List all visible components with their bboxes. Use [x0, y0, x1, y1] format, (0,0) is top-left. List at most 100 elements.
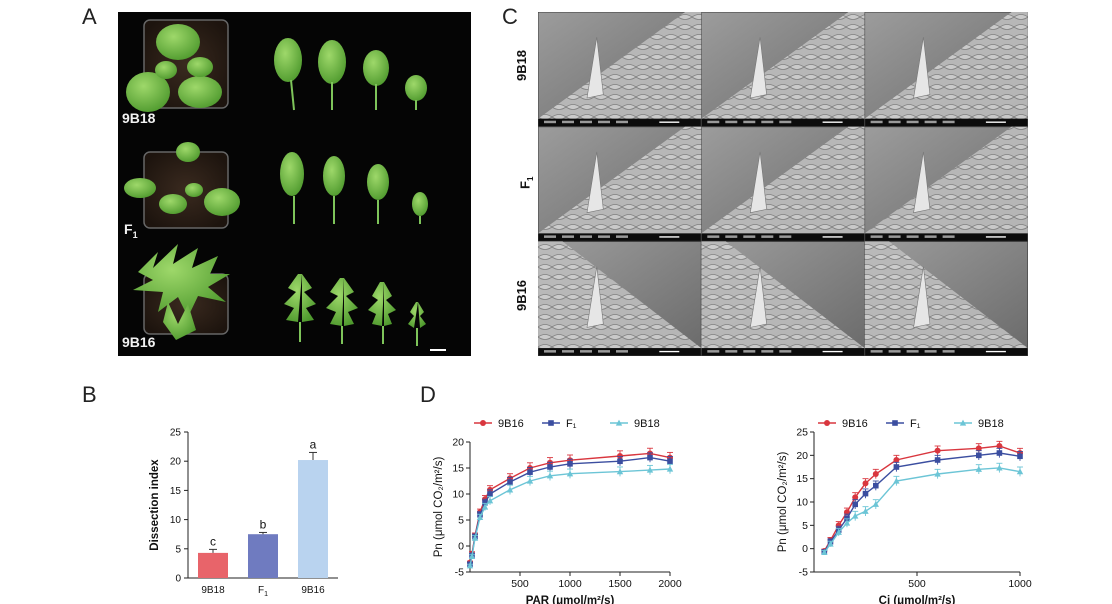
- y-tick-label: -5: [455, 567, 464, 579]
- data-point: [647, 454, 653, 461]
- data-point: [1016, 468, 1024, 475]
- data-point: [466, 562, 474, 569]
- data-point: [893, 457, 900, 463]
- sem-row-label-9b16: 9B16: [514, 279, 530, 312]
- pot-f1: [124, 142, 240, 229]
- data-point: [527, 469, 533, 475]
- y-tick-label: 10: [796, 497, 808, 509]
- data-point: [487, 491, 493, 497]
- pot-9b16: [133, 244, 230, 340]
- sem-row-label-f1: F1: [517, 176, 535, 189]
- y-tick-label: 10: [170, 515, 182, 526]
- data-point: [975, 445, 982, 452]
- y-axis-label: Pn (μmol CO₂/m²/s): [777, 452, 789, 553]
- y-tick-label: 25: [170, 428, 182, 439]
- data-point: [852, 501, 858, 508]
- significance-letter: b: [260, 517, 267, 531]
- panel-letter-b: B: [82, 382, 97, 407]
- data-point: [862, 507, 869, 514]
- data-point: [617, 453, 623, 460]
- y-tick-label: 15: [796, 473, 808, 485]
- bar: [198, 552, 228, 578]
- legend-marker: [615, 419, 623, 426]
- y-tick-label: 20: [452, 437, 464, 449]
- legend-label: 9B18: [978, 418, 1004, 430]
- data-point: [872, 471, 879, 477]
- legend-label: 9B18: [634, 418, 660, 430]
- plant-photo-panel: 9B18 F1 9B16: [118, 12, 471, 356]
- sem-image: [864, 12, 1028, 127]
- data-point: [872, 500, 879, 507]
- legend-marker: [548, 420, 554, 426]
- legend-marker: [480, 420, 486, 426]
- data-point: [506, 486, 514, 493]
- par-response-line-chart: -5 0 5 10 15 20 500 1000 1500 2000 PAR (μmol/m²/s)…: [433, 418, 682, 604]
- data-point: [827, 540, 834, 547]
- bar: [298, 460, 328, 578]
- x-axis-label: Ci (μmol/m²/s): [879, 595, 956, 604]
- data-point: [482, 500, 488, 506]
- data-point: [893, 477, 900, 484]
- x-tick-label: 1000: [558, 578, 582, 590]
- plant-label-9b18: 9B18: [122, 110, 156, 126]
- y-tick-label: 10: [452, 489, 464, 501]
- sem-row-label-9b18: 9B18: [514, 49, 530, 82]
- data-point: [934, 447, 941, 454]
- y-tick-label: 5: [458, 515, 464, 527]
- leaves-f1: [280, 152, 428, 224]
- y-axis-label: Pn (μmol CO₂/m²/s): [433, 457, 445, 558]
- sem-image: [538, 126, 702, 241]
- data-point: [616, 468, 624, 475]
- sem-image: [864, 241, 1028, 356]
- sem-image: [701, 241, 865, 356]
- data-point: [844, 515, 850, 522]
- data-point: [862, 480, 869, 487]
- significance-letter: c: [210, 534, 216, 548]
- data-point: [996, 443, 1003, 449]
- data-point: [893, 464, 900, 470]
- x-tick-label: 1500: [608, 578, 632, 590]
- data-point: [546, 472, 554, 479]
- data-point: [566, 470, 574, 477]
- data-point: [873, 482, 879, 489]
- pot-9b18: [126, 19, 229, 112]
- data-point: [852, 512, 859, 519]
- data-point: [934, 457, 941, 463]
- sem-illustration: [538, 12, 1028, 356]
- x-tick-label: 9B16: [301, 585, 325, 596]
- y-tick-label: 25: [796, 427, 808, 439]
- data-point: [843, 519, 851, 526]
- data-point: [1017, 453, 1023, 460]
- significance-letter: a: [310, 437, 317, 451]
- dissection-index-bar-chart: 0 5 10 15 20 25 Dissection index c 9B18 b F1 a 9B16: [149, 428, 338, 598]
- legend-label: F₁: [910, 418, 921, 430]
- legend-label: F₁: [566, 418, 577, 430]
- y-tick-label: -5: [799, 567, 808, 579]
- data-point: [934, 470, 941, 477]
- plant-label-9b16: 9B16: [122, 334, 156, 350]
- leaves-9b16: [284, 274, 426, 346]
- sem-image: [538, 12, 702, 127]
- data-point: [852, 494, 859, 501]
- x-tick-label: F1: [258, 585, 268, 598]
- sem-image: [864, 126, 1028, 241]
- legend-marker: [892, 420, 898, 426]
- y-tick-label: 5: [175, 544, 181, 555]
- x-tick-label: 9B18: [201, 585, 225, 596]
- ci-response-line-chart: -5 0 5 10 15 20 25 500 1000 Ci (μmol/m²/s) Pn (μmo…: [777, 418, 1032, 604]
- x-axis-label: PAR (μmol/m²/s): [526, 595, 615, 604]
- y-tick-label: 0: [175, 574, 181, 585]
- sem-image: [538, 241, 702, 356]
- y-tick-label: 20: [170, 457, 182, 468]
- y-tick-label: 0: [802, 543, 808, 555]
- series-line: [823, 467, 1021, 553]
- data-point: [617, 458, 623, 465]
- data-point: [526, 477, 534, 484]
- data-point: [547, 464, 553, 470]
- data-point: [821, 549, 828, 555]
- panel-letter-a: A: [82, 4, 97, 29]
- data-point: [507, 479, 513, 485]
- data-point: [481, 503, 489, 510]
- y-tick-label: 0: [458, 541, 464, 553]
- x-tick-label: 500: [908, 578, 926, 590]
